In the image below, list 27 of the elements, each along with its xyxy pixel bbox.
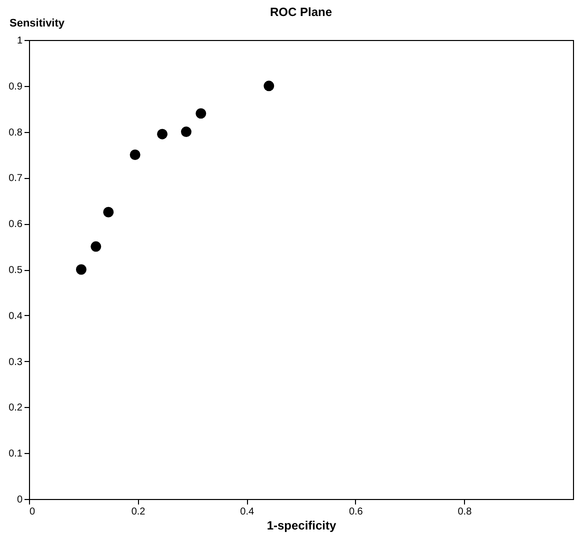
- y-tick-label: 0.2: [8, 402, 23, 414]
- x-axis-title: 1-specificity: [266, 518, 336, 532]
- point: [90, 241, 102, 252]
- y-tick-label: 0.4: [8, 310, 23, 322]
- y-tick-label: 0.7: [8, 173, 23, 184]
- y-axis-title: Sensitivity: [10, 18, 66, 30]
- point: [196, 108, 206, 119]
- point: [157, 128, 168, 140]
- x-tick-label: 0.2: [131, 506, 146, 518]
- x-tick-label: 0.4: [240, 506, 254, 518]
- y-tick-label: 0.6: [8, 219, 23, 230]
- y-tick-label: 1: [16, 36, 23, 46]
- chart-title: ROC Plane: [270, 5, 332, 19]
- point: [180, 126, 192, 138]
- y-tick-label: 0: [16, 494, 23, 506]
- point: [103, 206, 114, 218]
- x-tick-label: 0: [30, 506, 36, 518]
- y-tick-label: 0.3: [8, 356, 23, 368]
- point: [76, 264, 86, 275]
- x-tick-label: 0.6: [348, 506, 364, 518]
- point: [264, 80, 274, 92]
- y-tick-label: 0.5: [8, 265, 23, 276]
- y-tick-label: 0.1: [8, 448, 23, 460]
- x-tick-label: 0.8: [458, 506, 472, 518]
- point: [130, 150, 140, 160]
- y-tick-label: 0.8: [8, 127, 23, 138]
- y-tick-label: 0.9: [8, 81, 23, 92]
